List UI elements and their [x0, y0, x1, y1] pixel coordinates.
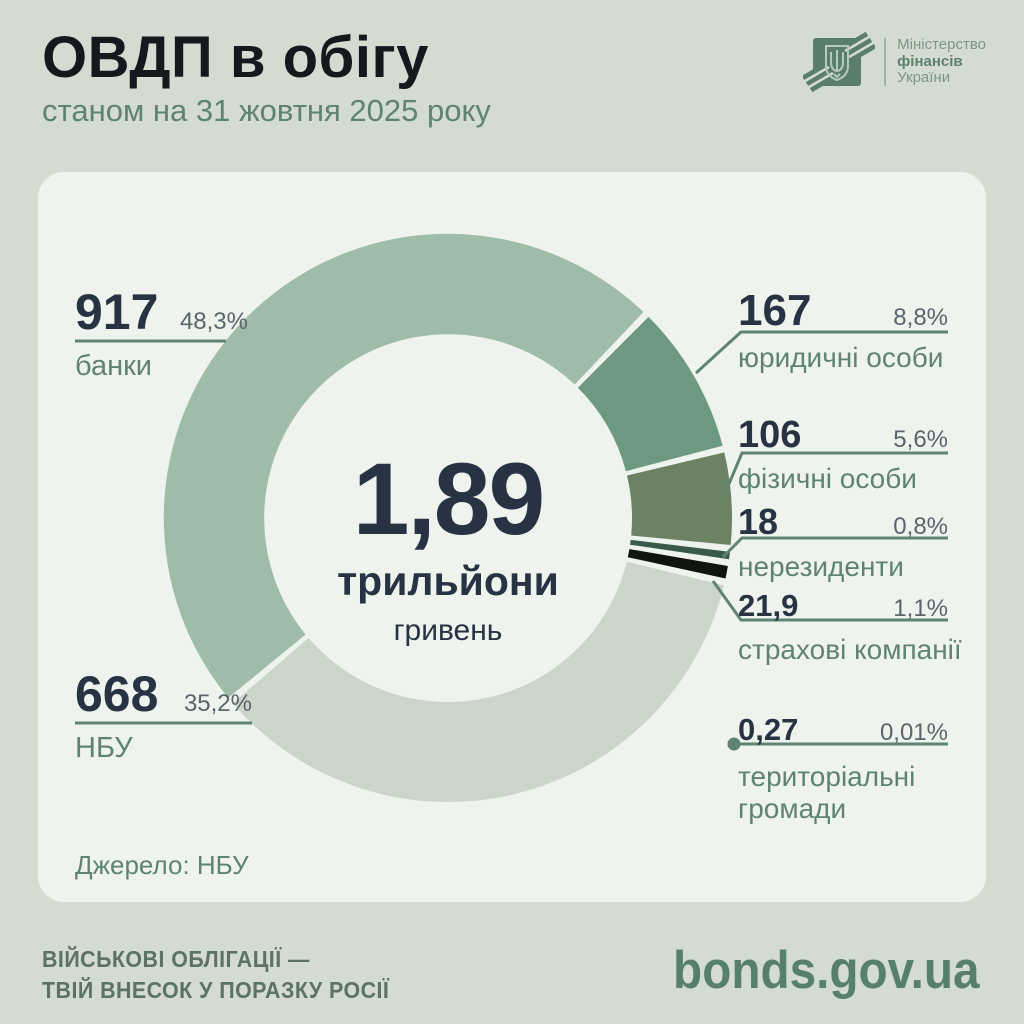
callout-territorial-amount: 0,27	[738, 712, 799, 747]
callout-legal-entities-pct: 8,8%	[893, 304, 948, 331]
callout-territorial-label: територіальні громади	[738, 761, 916, 825]
callout-nonresidents: 18 0,8% нерезиденти	[738, 504, 948, 583]
callout-banks-amount: 917	[75, 284, 159, 340]
callout-nonresidents-amount: 18	[738, 501, 779, 542]
page-title: ОВДП в обігу	[42, 25, 429, 90]
page-subtitle: станом на 31 жовтня 2025 року	[42, 93, 491, 128]
total-value: 1,89	[352, 442, 546, 556]
callout-insurance: 21,9 1,1% страхові компанії	[738, 588, 962, 666]
callout-legal-entities: 167 8,8% юридичні особи	[738, 289, 948, 374]
logo-text: Міністерство фінансів України	[897, 37, 986, 87]
callout-insurance-amount: 21,9	[738, 588, 799, 623]
callout-legal-entities-label: юридичні особи	[738, 342, 944, 373]
callout-nbu-label: НБУ	[75, 732, 133, 764]
logo-text-line3: України	[897, 69, 951, 87]
callout-nonresidents-label: нерезиденти	[738, 551, 904, 582]
total-unit: гривень	[393, 614, 503, 647]
footer-slogan-line1: ВІЙСЬКОВІ ОБЛІГАЦІЇ —	[42, 946, 310, 972]
callout-individuals-label: фізичні особи	[738, 463, 917, 494]
logo-text-line2: фінансів	[897, 52, 963, 70]
callout-insurance-pct: 1,1%	[893, 595, 948, 622]
callout-banks-pct: 48,3%	[179, 308, 248, 335]
callout-nbu-pct: 35,2%	[183, 690, 252, 717]
total-unit-bold: трильйони	[337, 558, 559, 604]
footer-slogan-line2: ТВІЙ ВНЕСОК У ПОРАЗКУ РОСІЇ	[42, 977, 390, 1003]
callout-legal-entities-amount: 167	[738, 286, 812, 335]
source-note: Джерело: НБУ	[75, 850, 249, 880]
callout-banks: 917 48,3% банки	[75, 287, 248, 383]
logo-divider	[884, 38, 887, 86]
trident-emblem-icon	[803, 32, 876, 92]
logo-text-line1: Міністерство	[897, 36, 986, 54]
donut-center-label: 1,89 трильйони гривень	[278, 448, 618, 648]
callout-individuals-amount: 106	[738, 414, 802, 456]
callout-insurance-label: страхові компанії	[738, 634, 962, 665]
callout-individuals: 106 5,6% фізичні особи	[738, 416, 948, 495]
callout-individuals-pct: 5,6%	[893, 426, 948, 453]
minfin-logo: Міністерство фінансів України	[803, 32, 986, 92]
callout-nonresidents-pct: 0,8%	[893, 513, 948, 540]
callout-nbu-amount: 668	[75, 666, 159, 722]
callout-banks-label: банки	[75, 350, 152, 382]
callout-territorial-pct: 0,01%	[879, 719, 948, 746]
callout-territorial: 0,27 0,01% територіальні громади	[738, 714, 948, 825]
site-url: bonds.gov.ua	[673, 941, 980, 1000]
callout-nbu: 668 35,2% НБУ	[75, 669, 252, 765]
footer-slogan: ВІЙСЬКОВІ ОБЛІГАЦІЇ — ТВІЙ ВНЕСОК У ПОРА…	[42, 944, 389, 1006]
